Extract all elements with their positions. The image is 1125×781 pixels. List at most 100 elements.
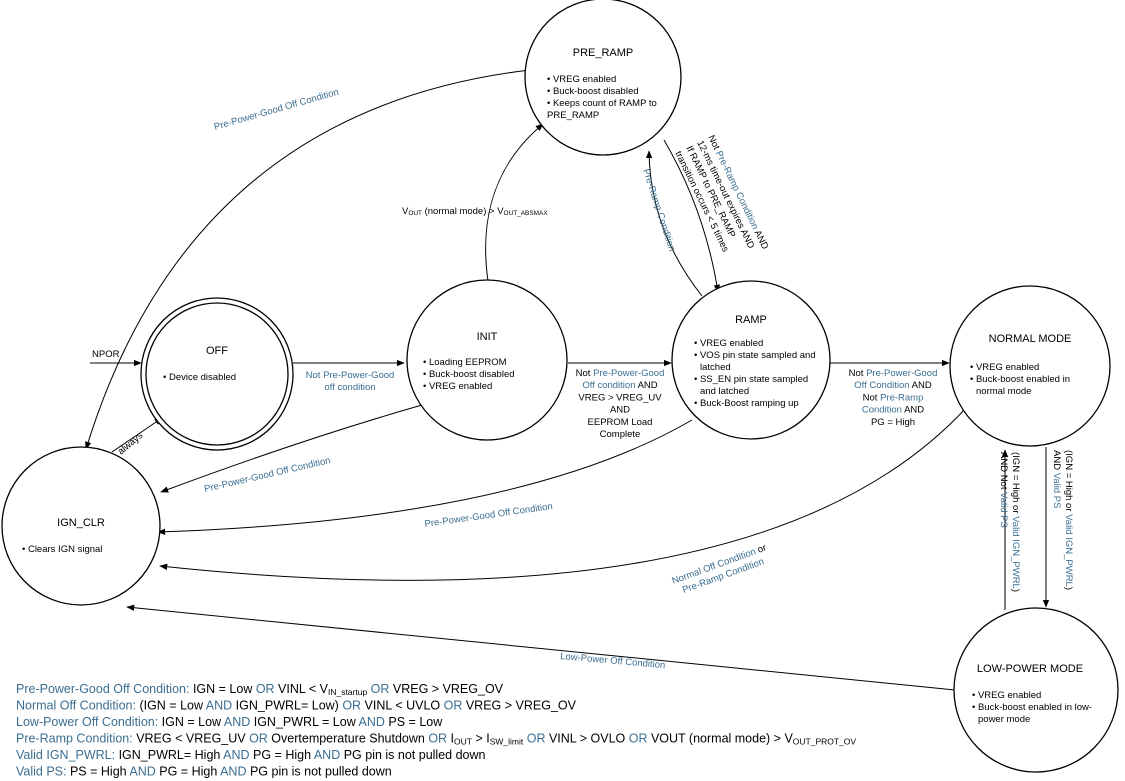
plain-text: > I [472, 732, 490, 746]
state-bullet: • VOS pin state sampled and [694, 350, 816, 361]
plain-text: VREG < VREG_UV [133, 732, 249, 746]
edges [85, 69, 1050, 691]
plain-text: EEPROM Load [588, 417, 653, 428]
label-line: Low-Power Off Condition [560, 651, 666, 671]
plain-text: always [116, 430, 146, 457]
keyword-text: OR [629, 732, 648, 746]
edge-ramp-to-pre-ramp [645, 150, 703, 297]
label-line: Off condition AND [582, 380, 657, 391]
state-ramp[interactable]: RAMP • VREG enabled • VOS pin state samp… [671, 280, 831, 440]
plain-text: PG = High [250, 748, 314, 762]
state-title: RAMP [735, 314, 767, 326]
state-init[interactable]: INIT • Loading EEPROM • Buck-boost disab… [406, 279, 568, 441]
label-init-to-ign-clr: Pre-Power-Good Off Condition [203, 455, 331, 495]
label-line: Low-Power Off Condition: IGN = Low AND I… [16, 715, 443, 729]
keyword-text: Condition [862, 405, 902, 416]
keyword-text: AND [206, 699, 232, 713]
plain-text: Not [863, 392, 880, 403]
label-off-to-init: Not Pre-Power-Good off condition [306, 370, 395, 393]
plain-text: IGN_PWRL= Low) [232, 699, 342, 713]
label-line: Pre-Ramp Condition [640, 168, 677, 253]
subscript-text: IN_startup [328, 687, 367, 697]
label-line: VOUT (normal mode) > VOUT_ABSMAX [402, 206, 548, 217]
state-bullet: • Buck-Boost ramping up [694, 398, 799, 409]
label-line: (IGN = High or Valid IGN_PWRL) [1010, 452, 1021, 592]
state-off[interactable]: OFF • Device disabled [140, 297, 294, 451]
state-bullet: • Clears IGN signal [22, 544, 102, 555]
label-low-power-to-ign-clr: Low-Power Off Condition [560, 651, 666, 671]
label-line: Not Pre-Power-Good [576, 368, 665, 379]
label-line: NPOR [92, 349, 120, 360]
state-title: NORMAL MODE [989, 333, 1072, 345]
keyword-text: Normal Off Condition: [16, 699, 136, 713]
label-ramp-to-ign-clr: Pre-Power-Good Off Condition [424, 501, 553, 530]
label-ramp-to-pre-ramp: Pre-Ramp Condition [640, 168, 677, 253]
label-low-power-to-normal: (IGN = High or Valid IGN_PWRL)AND Not Va… [998, 452, 1021, 592]
keyword-text: Valid IGN_PWRL: [16, 748, 115, 762]
condition-legend: Pre-Power-Good Off Condition: IGN = Low … [16, 682, 856, 779]
label-line: Not Pre-Ramp [863, 392, 924, 403]
plain-text: Not [849, 368, 866, 379]
state-pre-ramp[interactable]: PRE_RAMP • VREG enabled • Buck-boost dis… [524, 0, 682, 156]
state-bullet: • Buck-boost enabled in low- [972, 702, 1092, 713]
state-bullet: • VREG enabled [970, 362, 1039, 373]
label-line: EEPROM Load [588, 417, 653, 428]
plain-text: VREG > VREG_UV [578, 392, 662, 403]
plain-text: NPOR [92, 349, 120, 360]
plain-text: I [447, 732, 454, 746]
state-ign-clr[interactable]: IGN_CLR • Clears IGN signal [1, 446, 161, 606]
state-bullet: latched [700, 362, 731, 373]
state-title: PRE_RAMP [573, 47, 634, 59]
state-bullet: PRE_RAMP [547, 110, 599, 121]
plain-text: (IGN = High or [1063, 450, 1074, 514]
plain-text: PG pin is not pulled down [340, 748, 485, 762]
label-pre-ramp-to-ramp: Not Pre-Ramp Condition AND12-ms time-out… [672, 133, 770, 267]
plain-text: AND [910, 380, 932, 391]
keyword-text: Valid IGN_PWRL [1010, 516, 1021, 589]
label-npor: NPOR [92, 349, 120, 360]
label-line: Not Pre-Power-Good [306, 370, 395, 381]
label-line: AND Valid PS [1051, 450, 1062, 508]
edge-low-power-to-ign-clr [126, 604, 956, 691]
keyword-text: OR [249, 732, 268, 746]
label-pre-ramp-to-ign-clr: Pre-Power-Good Off Condition [213, 87, 340, 133]
edge-pre-ramp-to-ign-clr [85, 69, 531, 450]
plain-text: V [402, 206, 409, 217]
keyword-text: Pre-Ramp Condition: [16, 732, 133, 746]
label-line: Normal Off Condition: (IGN = Low AND IGN… [16, 699, 577, 713]
plain-text: AND [1051, 450, 1062, 473]
label-line: AND [610, 405, 630, 416]
plain-text: VOUT (normal mode) > V [647, 732, 793, 746]
state-bullet: and latched [700, 386, 749, 397]
label-always: always [116, 430, 146, 457]
plain-text: PS = High [67, 765, 130, 779]
keyword-text: Pre-Power-Good Off Condition [203, 455, 331, 495]
label-normal-to-ign-clr: Normal Off Condition orPre-Ramp Conditio… [670, 542, 772, 598]
plain-text: IGN_PWRL = Low [250, 715, 358, 729]
plain-text: ) [1063, 587, 1074, 590]
state-bullet: • VREG enabled [694, 338, 763, 349]
plain-text: (normal mode) > V [422, 206, 504, 217]
edge-always [111, 417, 163, 453]
state-normal-mode[interactable]: NORMAL MODE • VREG enabled • Buck-boost … [949, 285, 1111, 447]
plain-text: PG pin is not pulled down [246, 765, 391, 779]
keyword-text: OR [444, 699, 463, 713]
plain-text: Overtemperature Shutdown [268, 732, 429, 746]
keyword-text: Valid PS [1051, 473, 1062, 509]
plain-text: PS = Low [385, 715, 443, 729]
keyword-text: Pre-Ramp [880, 392, 923, 403]
state-bullet: • Buck-boost enabled in [970, 374, 1070, 385]
plain-text: VREG > VREG_OV [462, 699, 576, 713]
plain-text: PG = High [871, 417, 915, 428]
keyword-text: Off Condition [854, 380, 909, 391]
plain-text: PG = High [156, 765, 220, 779]
label-line: Valid PS: PS = High AND PG = High AND PG… [16, 765, 392, 779]
state-title: LOW-POWER MODE [977, 663, 1083, 675]
state-bullet: power mode [978, 714, 1030, 725]
keyword-text: Off condition [582, 380, 635, 391]
state-bullet: • VREG enabled [423, 381, 492, 392]
state-low-power-mode[interactable]: LOW-POWER MODE • VREG enabled • Buck-boo… [953, 607, 1119, 773]
keyword-text: AND [223, 748, 249, 762]
label-line: Pre-Power-Good Off Condition [203, 455, 331, 495]
keyword-text: AND [129, 765, 155, 779]
